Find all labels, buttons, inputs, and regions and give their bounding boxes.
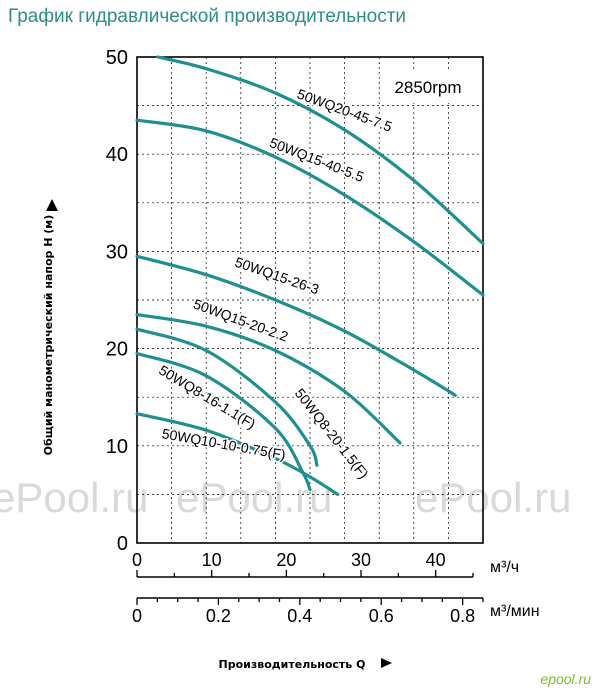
curve-50WQ20-45-7.5 xyxy=(156,55,485,246)
rpm-annotation: 2850rpm xyxy=(394,78,461,97)
x-tick-label: 40 xyxy=(426,550,446,570)
x-axis-label-group: Производительность Q xyxy=(219,658,392,671)
grid xyxy=(137,57,483,543)
site-logo: epool.ru xyxy=(540,671,591,687)
x2-axis: 0 0.2 0.4 0.6 0.8 м³/мин xyxy=(132,597,540,626)
curve-label: 50WQ15-26-3 xyxy=(233,254,322,298)
curve-50WQ15-26-3 xyxy=(135,254,457,397)
curve-label: 50WQ10-10-0.75(F) xyxy=(161,425,287,463)
x2-tick-label: 0.6 xyxy=(369,606,394,626)
curve-50WQ15-20-2.2 xyxy=(135,313,402,445)
y-axis-arrow-icon xyxy=(46,199,58,211)
y-tick-label: 30 xyxy=(106,241,128,263)
y-tick-label: 10 xyxy=(106,436,128,458)
y-tick-label: 50 xyxy=(106,47,128,69)
y-axis-label-group: Общий манометрический напор Н (м) xyxy=(42,199,58,455)
x-tick-label: 10 xyxy=(202,550,222,570)
x2-tick-label: 0 xyxy=(132,606,142,626)
watermark-center: ePool.ru xyxy=(176,474,332,521)
watermark-right: ePool.ru xyxy=(415,474,571,521)
x2-tick-label: 0.8 xyxy=(450,606,475,626)
curves xyxy=(135,55,485,496)
y-tick-label: 0 xyxy=(117,533,128,555)
y-axis-label: Общий манометрический напор Н (м) xyxy=(42,215,55,456)
y-tick-labels: 0 10 20 30 40 50 xyxy=(106,47,128,555)
rpm-annotation-box: 2850rpm xyxy=(380,70,473,103)
x-axis-arrow-icon xyxy=(381,658,392,668)
curve-50WQ15-40-5.5 xyxy=(135,118,485,297)
x2-axis-unit: м³/мин xyxy=(490,603,540,620)
watermarks: ePool.ru ePool.ru ePool.ru xyxy=(0,474,571,521)
y-tick-label: 40 xyxy=(106,144,128,166)
curve-50WQ8-16-1.1(F) xyxy=(135,351,312,492)
curve-50WQ10-10-0.75(F) xyxy=(135,412,340,496)
x-tick-label: 0 xyxy=(132,550,142,570)
x-axis: 0 10 20 30 40 м³/ч xyxy=(132,550,519,578)
curve-50WQ8-20-1.5(F) xyxy=(135,327,319,467)
x-axis-unit: м³/ч xyxy=(490,559,519,576)
watermark-left: ePool.ru xyxy=(0,474,148,521)
y-tick-label: 20 xyxy=(106,339,128,361)
x-axis-label: Производительность Q xyxy=(219,658,366,671)
plot-border xyxy=(136,56,484,544)
page-title: График гидравлической производительности xyxy=(8,6,407,27)
x2-tick-label: 0.4 xyxy=(287,606,312,626)
x-tick-label: 20 xyxy=(276,550,296,570)
x-tick-label: 30 xyxy=(351,550,371,570)
plot-frame xyxy=(136,56,484,544)
x2-tick-label: 0.2 xyxy=(206,606,231,626)
